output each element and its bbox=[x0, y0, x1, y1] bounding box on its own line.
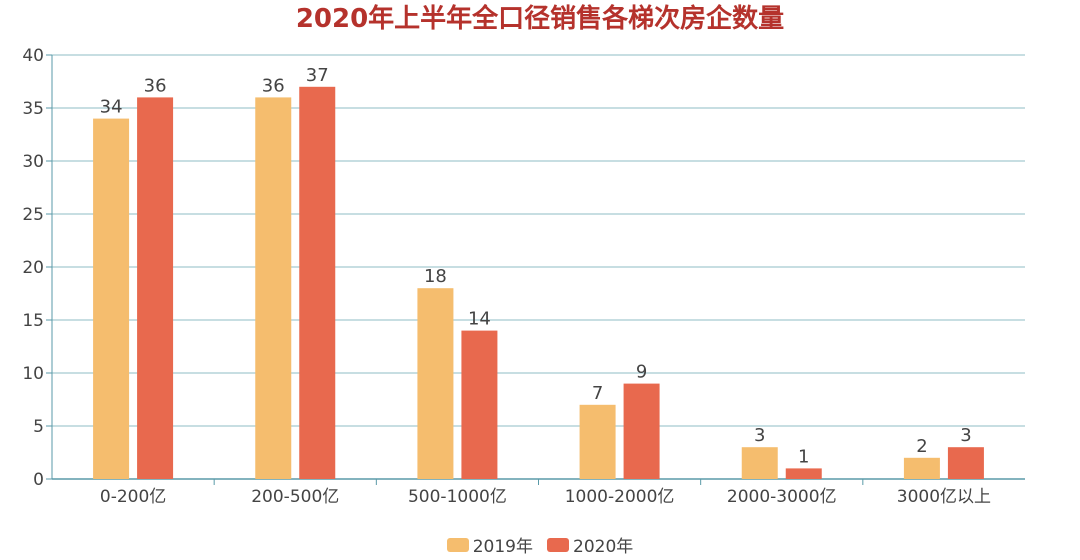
bar-2019 bbox=[903, 457, 940, 479]
y-tick-label: 25 bbox=[22, 205, 44, 225]
data-label: 2 bbox=[916, 436, 927, 457]
data-label: 36 bbox=[262, 75, 285, 96]
y-tick-label: 15 bbox=[22, 311, 44, 331]
bar-2020 bbox=[785, 468, 822, 479]
legend: 2019年 2020年 bbox=[0, 532, 1080, 557]
bar-2020 bbox=[461, 330, 498, 479]
x-tick-label: 500-1000亿 bbox=[408, 487, 507, 507]
legend-item-2019[interactable]: 2019年 bbox=[446, 532, 533, 557]
data-label: 3 bbox=[960, 425, 971, 446]
x-tick-label: 2000-3000亿 bbox=[727, 487, 837, 507]
y-tick-label: 5 bbox=[33, 417, 44, 437]
bar-2020 bbox=[137, 97, 174, 480]
legend-swatch-2019 bbox=[446, 537, 469, 552]
legend-label-2020: 2020年 bbox=[573, 537, 634, 557]
bar-2019 bbox=[417, 288, 454, 479]
bar-2019 bbox=[579, 404, 616, 479]
data-label: 37 bbox=[306, 65, 329, 86]
bar-2020 bbox=[299, 86, 336, 480]
legend-label-2019: 2019年 bbox=[472, 537, 533, 557]
data-label: 14 bbox=[468, 309, 491, 330]
y-tick-label: 30 bbox=[22, 152, 44, 172]
data-label: 36 bbox=[144, 75, 167, 96]
y-tick-label: 35 bbox=[22, 99, 44, 119]
bar-2019 bbox=[741, 447, 778, 479]
data-label: 3 bbox=[754, 425, 765, 446]
x-tick-label: 200-500亿 bbox=[251, 487, 339, 507]
legend-item-2020[interactable]: 2020年 bbox=[547, 532, 633, 557]
bar-2019 bbox=[93, 118, 130, 479]
data-label: 9 bbox=[636, 362, 647, 383]
data-label: 7 bbox=[592, 383, 603, 404]
y-tick-label: 40 bbox=[22, 46, 44, 66]
x-tick-label: 0-200亿 bbox=[100, 487, 166, 507]
x-tick-label: 1000-2000亿 bbox=[565, 487, 675, 507]
bar-2020 bbox=[623, 383, 660, 479]
y-tick-label: 0 bbox=[33, 470, 44, 490]
y-tick-label: 20 bbox=[22, 258, 44, 278]
x-tick-label: 3000亿以上 bbox=[897, 487, 991, 507]
legend-swatch-2020 bbox=[547, 537, 569, 552]
data-label: 1 bbox=[798, 446, 809, 467]
data-label: 34 bbox=[100, 97, 123, 118]
bar-2020 bbox=[947, 447, 984, 479]
bar-2019 bbox=[255, 97, 292, 480]
bar-chart: 05101520253035400-200亿3436200-500亿363750… bbox=[22, 46, 1025, 507]
data-label: 18 bbox=[424, 266, 447, 287]
chart-title: 2020年上半年全口径销售各梯次房企数量 bbox=[295, 4, 785, 34]
y-tick-label: 10 bbox=[22, 364, 44, 384]
